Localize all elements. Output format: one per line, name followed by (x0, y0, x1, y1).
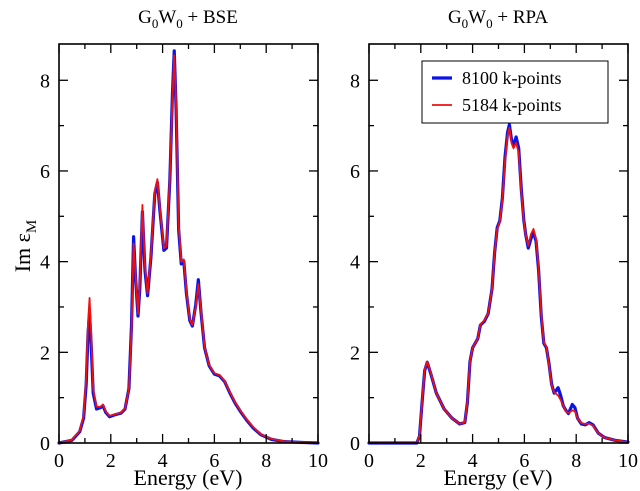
series-line-8100-k-points (57, 49, 320, 445)
x-axis-label-right: Energy (eV) (444, 465, 553, 490)
x-tick-label: 4 (468, 450, 478, 472)
series-line-5184-k-points (58, 54, 319, 444)
x-tick-label: 0 (364, 450, 374, 472)
x-tick-label: 6 (519, 450, 529, 472)
x-tick-label: 10 (618, 450, 638, 472)
x-tick-label: 4 (158, 450, 168, 472)
y-tick-label: 0 (350, 433, 360, 455)
y-tick-label: 2 (350, 342, 360, 364)
x-tick-label: 2 (416, 450, 426, 472)
y-axis-label: Im εM (10, 220, 40, 273)
legend-box (421, 60, 609, 124)
y-tick-label: 4 (40, 252, 50, 274)
rpa-panel: 0 2 4 6 8 10 0 2 4 6 8 (350, 43, 638, 472)
plot-frame (58, 43, 319, 444)
x-axis-label-left: Energy (eV) (134, 465, 243, 490)
x-tick-label: 8 (571, 450, 581, 472)
x-tick-label: 2 (106, 450, 116, 472)
panel-title-left: G0W0 + BSE (138, 7, 238, 31)
legend-label-5184: 5184 k-points (462, 95, 562, 115)
y-tick-label: 0 (40, 433, 50, 455)
y-tick-label: 6 (40, 161, 50, 183)
legend: 8100 k-points 5184 k-points (421, 60, 609, 124)
panel-title-right: G0W0 + RPA (448, 7, 548, 31)
x-tick-label: 0 (54, 450, 64, 472)
y-tick-label: 2 (40, 342, 50, 364)
series-line-8100-k-points (367, 123, 630, 445)
y-tick-label: 6 (350, 161, 360, 183)
x-tick-label: 8 (261, 450, 271, 472)
y-tick-label: 8 (40, 70, 50, 92)
series-line-5184-k-points (368, 126, 629, 444)
legend-label-8100: 8100 k-points (462, 68, 562, 88)
bse-panel: 0 2 4 6 8 10 0 2 4 6 8 (40, 43, 328, 472)
x-tick-label: 10 (308, 450, 328, 472)
x-tick-label: 6 (209, 450, 219, 472)
y-tick-label: 4 (350, 252, 360, 274)
y-tick-label: 8 (350, 70, 360, 92)
